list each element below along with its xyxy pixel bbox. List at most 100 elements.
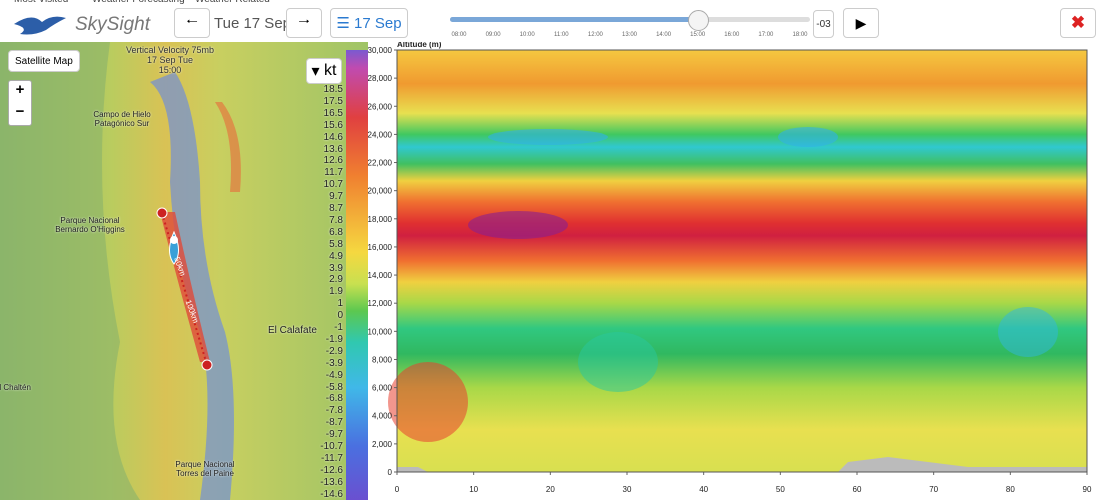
place: El Calafate xyxy=(268,325,317,336)
y-tick-label: 6,000 xyxy=(372,384,393,393)
x-tick-label: 20 xyxy=(546,485,555,494)
y-tick-label: 8,000 xyxy=(372,355,393,364)
legend-label: 11.7 xyxy=(324,167,343,179)
place: El Chaltén xyxy=(0,383,31,392)
y-tick-label: 12,000 xyxy=(368,299,393,308)
legend-label: -4.9 xyxy=(325,369,343,381)
legend-label: -13.6 xyxy=(320,476,343,488)
legend-label: 2.9 xyxy=(329,274,343,286)
legend-label: 14.6 xyxy=(323,131,343,143)
slider-fill xyxy=(450,17,698,22)
cross-section: Altitude (m) 0 2,000 4,000 6,000 8,000 10,000… xyxy=(368,42,1092,494)
y-tick-label: 24,000 xyxy=(368,130,393,139)
y-tick-label: 0 xyxy=(388,468,393,477)
bookmark[interactable]: Most Visited xyxy=(14,0,68,5)
time-label: 09:00 xyxy=(485,32,501,38)
legend-label: -6.8 xyxy=(325,393,343,405)
y-tick-label: 26,000 xyxy=(368,102,393,111)
map-title: Vertical Velocity 75mb 17 Sep Tue 15:00 xyxy=(100,45,240,75)
time-label: 08:00 xyxy=(451,32,467,38)
x-tick-label: 90 xyxy=(1083,485,1092,494)
y-tick-label: 16,000 xyxy=(368,243,393,252)
timezone: -03 xyxy=(813,10,834,38)
layer-button[interactable]: Satellite Map xyxy=(8,50,80,72)
x-tick-label: 50 xyxy=(776,485,785,494)
y-tick-label: 28,000 xyxy=(368,74,393,83)
x-tick-label: 30 xyxy=(623,485,632,494)
time-label: 15:00 xyxy=(690,32,706,38)
legend-label: 10.7 xyxy=(323,179,343,191)
unit: kt xyxy=(324,62,337,79)
date-menu[interactable]: ☰ 17 Sep xyxy=(330,8,408,38)
prev-day[interactable]: 🠀 xyxy=(174,8,210,38)
legend-label: 13.6 xyxy=(323,143,343,155)
y-tick-label: 20,000 xyxy=(368,187,393,196)
legend-label: 15.6 xyxy=(323,119,343,131)
legend-label: -3.9 xyxy=(325,357,343,369)
legend-label: -9.7 xyxy=(325,429,343,441)
legend-label: 5.8 xyxy=(329,238,343,250)
legend-label: -10.7 xyxy=(320,441,343,452)
logo xyxy=(14,16,66,35)
y-tick-label: 18,000 xyxy=(368,215,393,224)
legend-label: 12.6 xyxy=(323,155,343,167)
time-label: 11:00 xyxy=(554,32,569,38)
x-tick-label: 40 xyxy=(699,485,708,494)
time-label: 13:00 xyxy=(621,32,638,38)
next-day[interactable]: 🠂 xyxy=(286,8,322,38)
time-label: 10:00 xyxy=(519,32,535,38)
zoom-out[interactable]: − xyxy=(15,103,25,120)
slider-knob[interactable] xyxy=(688,10,709,31)
legend-label: 0 xyxy=(337,310,343,322)
y-tick-label: 4,000 xyxy=(372,412,393,421)
legend-label: -14.6 xyxy=(320,488,343,500)
date: Tue 17 Sep xyxy=(214,15,291,32)
zoom-in[interactable]: + xyxy=(15,81,25,98)
time-label: 12:00 xyxy=(587,32,603,38)
legend-label: 16.5 xyxy=(323,107,343,119)
legend-label: 17.5 xyxy=(323,95,343,107)
slider-track[interactable] xyxy=(450,17,810,22)
x-tick-label: 10 xyxy=(469,485,478,494)
legend-label: -7.8 xyxy=(325,405,343,417)
y-tick-label: 14,000 xyxy=(368,271,393,280)
legend-label: 9.7 xyxy=(329,191,343,203)
time-label: 14:00 xyxy=(656,32,672,38)
terrain xyxy=(397,457,1087,472)
play[interactable]: ▶ xyxy=(843,8,879,38)
zoom-control: + − xyxy=(8,80,32,126)
map-overlay xyxy=(0,42,241,500)
place: Parque Nacional Bernardo O'Higgins xyxy=(55,216,125,234)
legend-label: 6.8 xyxy=(329,226,343,238)
unit-select[interactable]: ▾ kt xyxy=(306,58,342,84)
place: Parque Nacional Torres del Paine xyxy=(175,460,235,478)
brand: SkySight xyxy=(75,14,150,35)
legend-label: 8.7 xyxy=(329,203,343,214)
legend-label: 18.5 xyxy=(323,84,343,95)
legend-label: 4.9 xyxy=(329,250,343,262)
map: Satellite Map + − Vertical Velocity 75mb… xyxy=(0,42,368,500)
legend-label: -12.6 xyxy=(320,464,343,476)
legend-label: -2.9 xyxy=(325,345,343,357)
bookmark[interactable]: Weather Related xyxy=(195,0,270,5)
legend-bar xyxy=(346,50,368,500)
legend-label: -8.7 xyxy=(325,417,343,429)
y-tick-label: 10,000 xyxy=(368,327,393,336)
map-time: 15:00 xyxy=(158,65,182,75)
y-tick-label: 22,000 xyxy=(368,159,393,168)
heatmap xyxy=(397,50,1087,472)
y-tick-label: 2,000 xyxy=(372,440,393,449)
time-label: 18:00 xyxy=(792,32,808,38)
legend-label: 3.9 xyxy=(329,262,343,274)
time-label: 17:00 xyxy=(758,32,774,38)
map-title-text: Vertical Velocity 75mb xyxy=(125,45,215,55)
legend-label: 1.9 xyxy=(329,286,343,298)
close[interactable]: ✖ xyxy=(1060,8,1096,38)
legend-label: -11.7 xyxy=(320,452,343,464)
x-tick-label: 80 xyxy=(1006,485,1015,494)
x-tick-label: 60 xyxy=(853,485,862,494)
menu-date: 17 Sep xyxy=(354,14,402,32)
bookmark[interactable]: Weather Forecasting xyxy=(92,0,185,5)
legend-label: 1 xyxy=(337,298,343,310)
legend-label: -1 xyxy=(334,322,343,333)
